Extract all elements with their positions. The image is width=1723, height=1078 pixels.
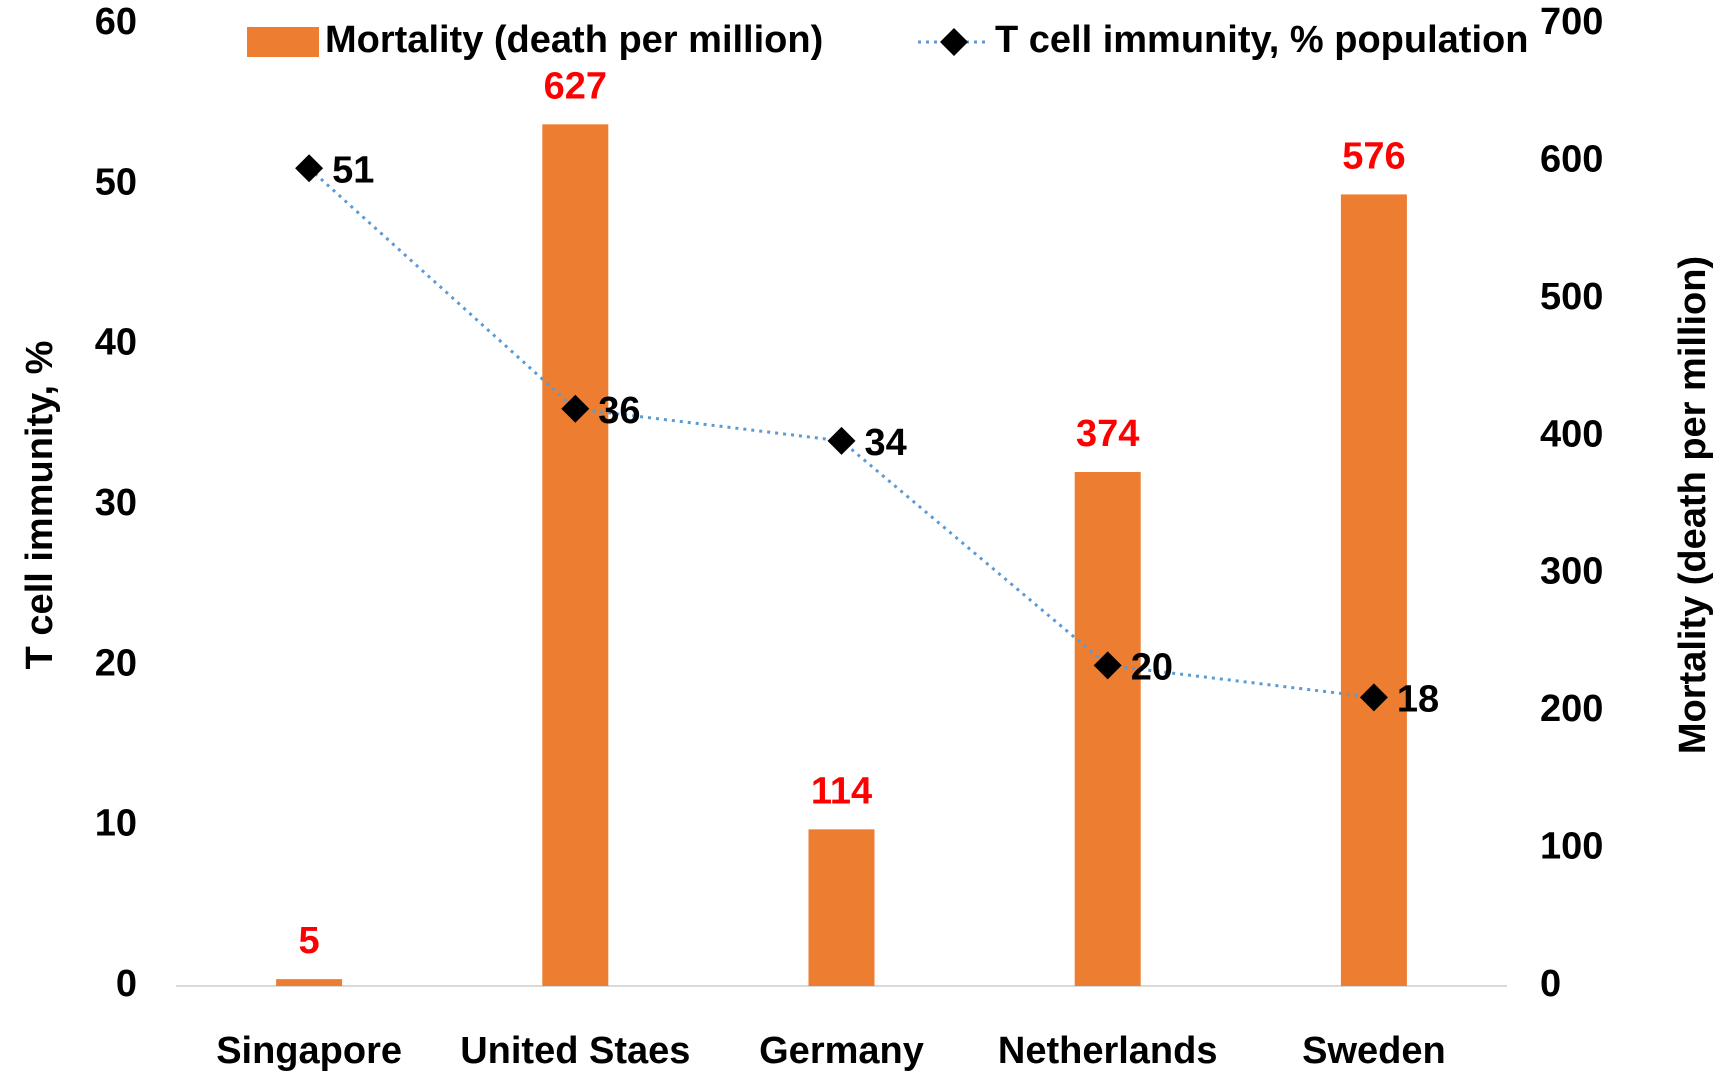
x-tick-label: Singapore <box>216 1030 402 1072</box>
bar <box>276 979 343 986</box>
marker <box>295 154 324 183</box>
line-value-label: 51 <box>332 149 374 191</box>
x-tick-label: Sweden <box>1302 1030 1446 1072</box>
line-value-label: 34 <box>865 422 907 464</box>
y2-tick-label: 300 <box>1540 551 1603 593</box>
bar-value-label: 576 <box>1342 135 1405 177</box>
y-tick-label: 50 <box>95 161 137 203</box>
y2-tick-label: 100 <box>1540 826 1603 868</box>
y-tick-label: 20 <box>95 642 137 684</box>
marker <box>827 426 856 455</box>
bar-value-label: 627 <box>544 65 607 107</box>
bar-value-label: 374 <box>1076 413 1139 455</box>
y-tick-label: 60 <box>95 1 137 43</box>
y2-tick-label: 500 <box>1540 276 1603 318</box>
y2-tick-label: 200 <box>1540 688 1603 730</box>
y2-axis-title: Mortality (death per million) <box>1672 256 1714 754</box>
marker <box>561 394 590 423</box>
y2-tick-label: 400 <box>1540 413 1603 455</box>
line-value-label: 36 <box>598 390 640 432</box>
x-tick-label: Netherlands <box>998 1030 1218 1072</box>
bar <box>1340 194 1407 986</box>
y2-tick-label: 0 <box>1540 963 1561 1005</box>
x-tick-label: Germany <box>759 1030 924 1072</box>
line-value-label: 18 <box>1397 678 1439 720</box>
marker <box>1093 651 1122 680</box>
legend-label: Mortality (death per million) <box>325 19 823 61</box>
bar <box>542 124 609 986</box>
bar-value-label: 5 <box>299 920 320 962</box>
bar <box>808 829 875 986</box>
y2-tick-label: 600 <box>1540 138 1603 180</box>
y-tick-label: 10 <box>95 803 137 845</box>
x-tick-label: United Staes <box>460 1030 690 1072</box>
legend-marker <box>940 28 968 56</box>
y-tick-label: 30 <box>95 482 137 524</box>
bar-value-label: 114 <box>811 770 872 812</box>
bar <box>1074 472 1141 986</box>
line-value-label: 20 <box>1131 646 1173 688</box>
y-tick-label: 40 <box>95 322 137 364</box>
y-axis-title: T cell immunity, % <box>19 341 61 670</box>
legend-swatch <box>247 27 319 57</box>
y2-tick-label: 700 <box>1540 1 1603 43</box>
marker <box>1359 683 1388 712</box>
y-tick-label: 0 <box>116 963 137 1005</box>
legend-label: T cell immunity, % population <box>995 19 1528 61</box>
